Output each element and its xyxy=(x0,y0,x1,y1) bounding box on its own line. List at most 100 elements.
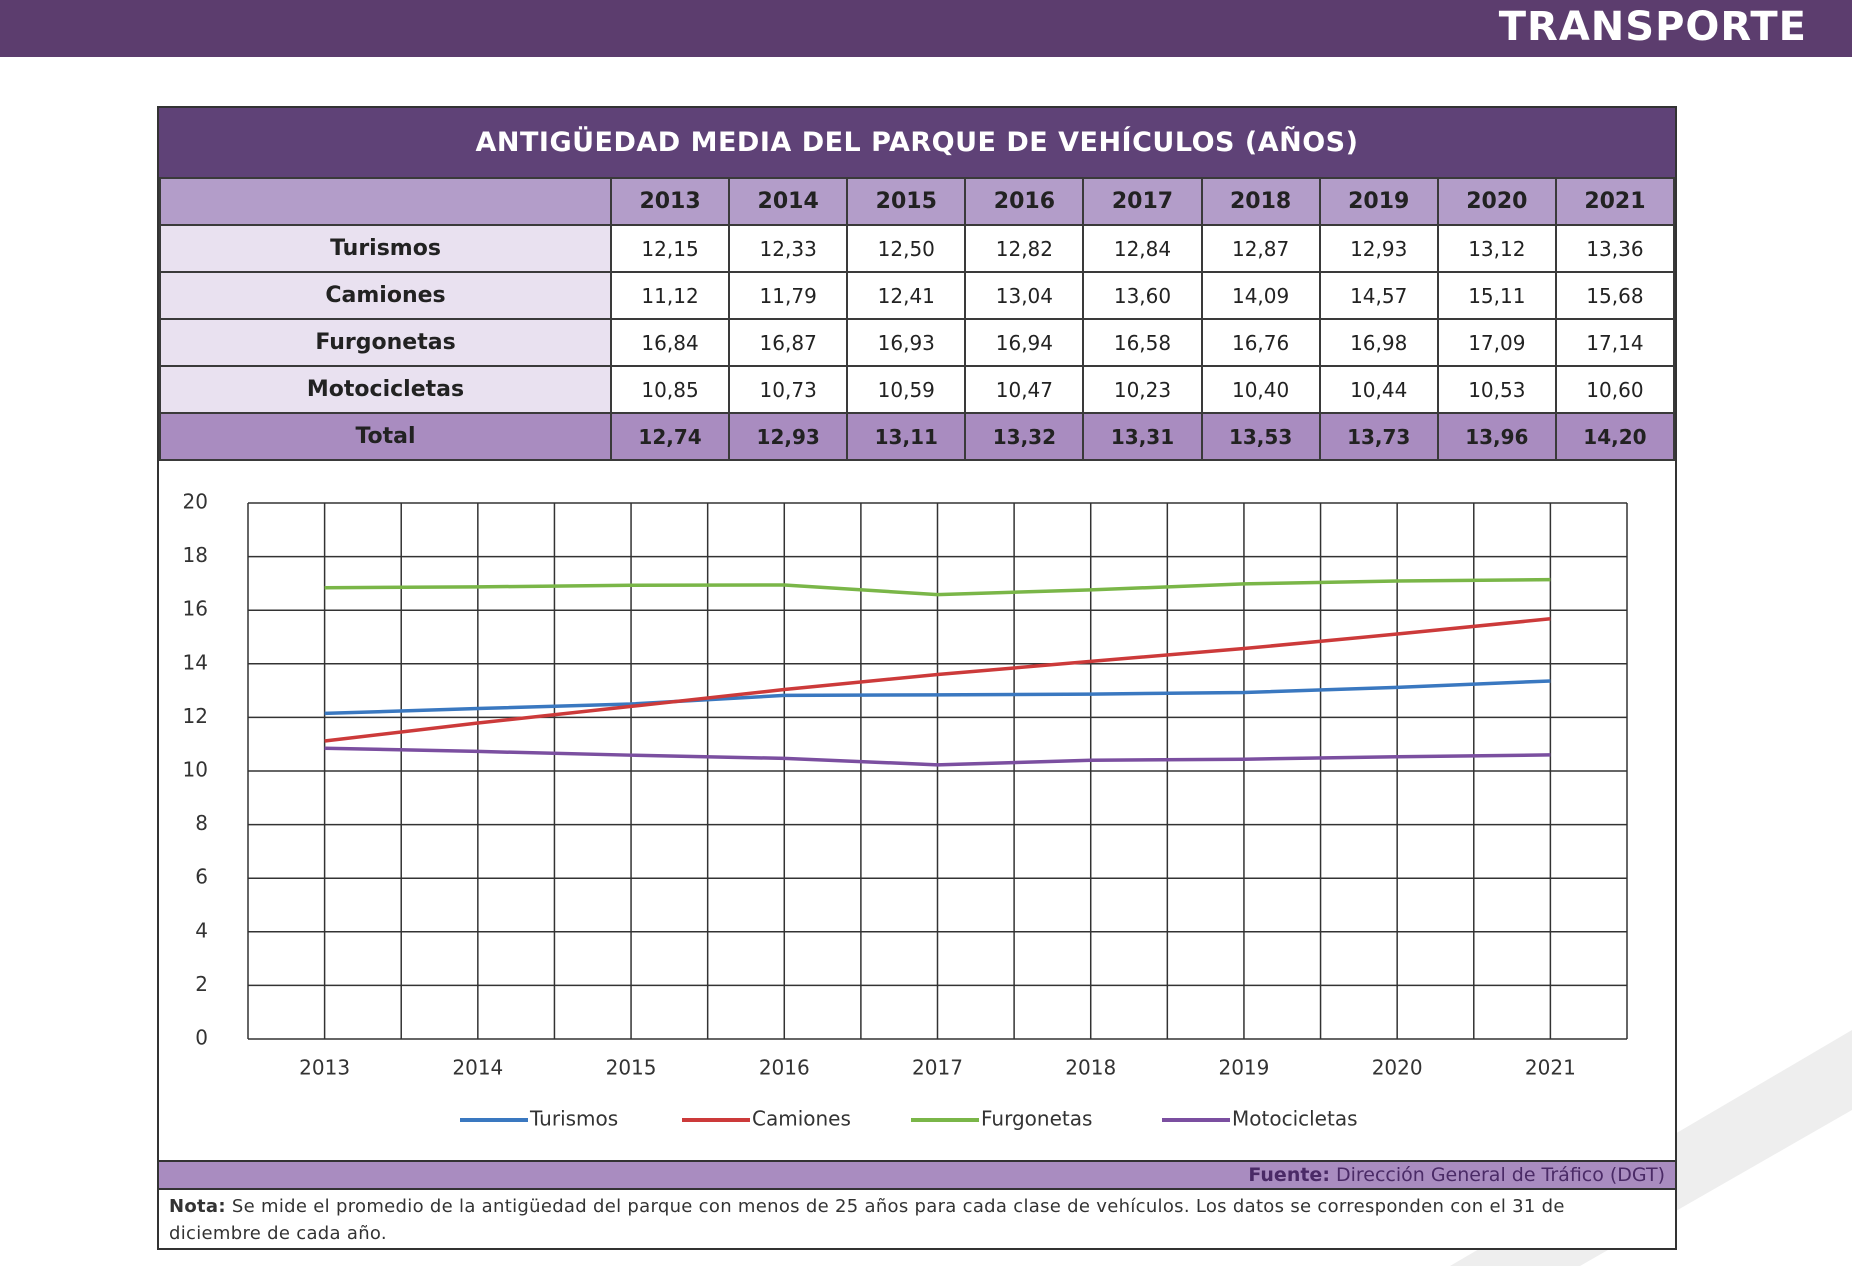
cell: 13,73 xyxy=(1318,412,1439,461)
cell: 11,79 xyxy=(728,271,849,320)
cell: 13,53 xyxy=(1200,412,1321,461)
legend-label: Motocicletas xyxy=(1232,1107,1358,1131)
column-header: 2013 xyxy=(609,177,731,226)
cell: 12,93 xyxy=(728,412,849,461)
cell: 13,31 xyxy=(1082,412,1203,461)
header-bar xyxy=(0,0,1852,57)
cell: 12,74 xyxy=(609,412,731,461)
cell: 16,98 xyxy=(1318,318,1439,367)
row-label: Turismos xyxy=(159,224,612,273)
header-title: TRANSPORTE xyxy=(1498,4,1807,50)
cell: 13,36 xyxy=(1554,224,1676,273)
cell: 10,23 xyxy=(1082,365,1203,414)
column-header: 2016 xyxy=(964,177,1085,226)
cell: 10,53 xyxy=(1436,365,1557,414)
corner xyxy=(159,177,612,226)
cell: 10,44 xyxy=(1318,365,1439,414)
cell: 16,84 xyxy=(609,318,731,367)
line xyxy=(324,746,1551,767)
source-text: Dirección General de Tráfico (DGT) xyxy=(1335,1164,1665,1186)
line xyxy=(324,617,1551,743)
cell: 17,14 xyxy=(1554,318,1676,367)
y-tick-label: 2 xyxy=(195,972,208,996)
y-tick-label: 10 xyxy=(183,758,208,782)
note-text: Se mide el promedio de la antigüedad del… xyxy=(169,1196,1565,1244)
cell: 14,09 xyxy=(1200,271,1321,320)
cell: 13,04 xyxy=(964,271,1085,320)
chart: 0 2 4 6 8 10 12 14 16 18 20 2013 2014 2015 2016 2017 201… xyxy=(183,490,1628,1131)
cell: 14,57 xyxy=(1318,271,1439,320)
x-tick-label: 2013 xyxy=(299,1056,350,1080)
x-tick-label: 2019 xyxy=(1218,1056,1269,1080)
legend-label: Furgonetas xyxy=(981,1107,1092,1131)
cell: 12,50 xyxy=(846,224,967,273)
cell: 16,87 xyxy=(728,318,849,367)
y-tick-label: 14 xyxy=(183,650,208,674)
cell: 12,82 xyxy=(964,224,1085,273)
cell: 13,12 xyxy=(1436,224,1557,273)
column-header: 2017 xyxy=(1082,177,1203,226)
cell: 13,60 xyxy=(1082,271,1203,320)
cell: 12,84 xyxy=(1082,224,1203,273)
column-header: 2018 xyxy=(1200,177,1321,226)
cell: 10,73 xyxy=(728,365,849,414)
x-tick-label: 2017 xyxy=(912,1056,963,1080)
cell: 16,58 xyxy=(1082,318,1203,367)
cell: 12,93 xyxy=(1318,224,1439,273)
line xyxy=(324,679,1551,716)
cell: 13,11 xyxy=(846,412,967,461)
table-row: Motocicletas 10,85 10,73 10,59 10,47 10,23 10,… xyxy=(159,365,1676,414)
cell: 16,93 xyxy=(846,318,967,367)
cell: 10,60 xyxy=(1554,365,1676,414)
row-label: Furgonetas xyxy=(159,318,612,367)
table-row: Total 12,74 12,93 13,11 13,32 13,31 13,53 13,73… xyxy=(159,412,1676,461)
y-tick-label: 20 xyxy=(183,490,208,514)
x-tick-label: 2016 xyxy=(759,1056,810,1080)
table-header: 2013 2014 2015 2016 2017 2018 2019 2020 2021 xyxy=(159,177,1676,226)
table-row: Camiones 11,12 11,79 12,41 13,04 13,60 14,09 14… xyxy=(159,271,1676,320)
cell: 12,41 xyxy=(846,271,967,320)
y-tick-label: 6 xyxy=(195,865,208,889)
cell: 12,15 xyxy=(609,224,731,273)
table-row: Furgonetas 16,84 16,87 16,93 16,94 16,58 16,76… xyxy=(159,318,1676,367)
cell: 10,85 xyxy=(609,365,731,414)
table-title: ANTIGÜEDAD MEDIA DEL PARQUE DE VEHÍCULOS… xyxy=(159,108,1675,177)
column-header: 2014 xyxy=(728,177,849,226)
cell: 16,76 xyxy=(1200,318,1321,367)
row-label: Total xyxy=(159,412,612,461)
cell: 10,40 xyxy=(1200,365,1321,414)
row-label: Camiones xyxy=(159,271,612,320)
column-header: 2019 xyxy=(1318,177,1439,226)
cell: 15,11 xyxy=(1436,271,1557,320)
legend-label: Camiones xyxy=(752,1107,851,1131)
legend-label: Turismos xyxy=(529,1107,618,1131)
y-tick-label: 18 xyxy=(183,543,208,567)
column-header: 2015 xyxy=(846,177,967,226)
table-row: Turismos 12,15 12,33 12,50 12,82 12,84 12,87 12… xyxy=(159,224,1676,273)
source: Fuente: Dirección General de Tráfico (DG… xyxy=(159,1160,1675,1190)
x-tick-label: 2015 xyxy=(606,1056,657,1080)
x-tick-label: 2018 xyxy=(1065,1056,1116,1080)
cell: 15,68 xyxy=(1554,271,1676,320)
cell: 13,96 xyxy=(1436,412,1557,461)
cell: 14,20 xyxy=(1554,412,1676,461)
cell: 16,94 xyxy=(964,318,1085,367)
cell: 17,09 xyxy=(1436,318,1557,367)
cell: 13,32 xyxy=(964,412,1085,461)
column-header: 2020 xyxy=(1436,177,1557,226)
note-label: Nota: xyxy=(169,1196,226,1217)
source-label: Fuente: xyxy=(1248,1164,1330,1186)
y-tick-label: 16 xyxy=(183,597,208,621)
note: Nota: Se mide el promedio de la antigüed… xyxy=(169,1193,1659,1247)
x-tick-label: 2014 xyxy=(452,1056,503,1080)
x-tick-label: 2020 xyxy=(1372,1056,1423,1080)
y-tick-label: 12 xyxy=(183,704,208,728)
row-label: Motocicletas xyxy=(159,365,612,414)
cell: 11,12 xyxy=(609,271,731,320)
x-tick-label: 2021 xyxy=(1525,1056,1576,1080)
cell: 10,59 xyxy=(846,365,967,414)
line xyxy=(324,577,1551,597)
cell: 12,33 xyxy=(728,224,849,273)
column-header: 2021 xyxy=(1554,177,1676,226)
